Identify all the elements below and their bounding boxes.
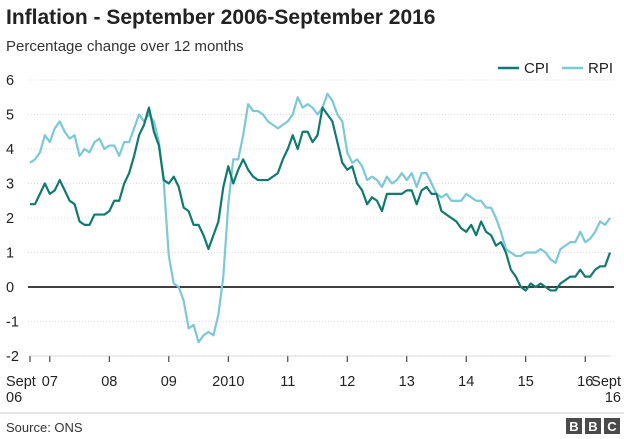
bbc-logo-letter-2: B [588, 419, 597, 434]
bbc-logo-letter-1: B [569, 419, 578, 434]
chart-subtitle: Percentage change over 12 months [6, 38, 244, 55]
y-tick-label: 0 [6, 280, 14, 296]
bbc-logo-box-2 [585, 418, 601, 434]
x-tick-label: 2010 [212, 374, 244, 390]
y-axis: -2 -1 0 1 2 3 4 5 6 [6, 73, 19, 365]
y-tick-label: 3 [6, 177, 14, 193]
x-tick-label: 08 [101, 374, 117, 390]
bbc-logo: B B C [566, 418, 620, 434]
series-line-cpi [30, 106, 612, 292]
y-tick-label: 1 [6, 246, 14, 262]
bbc-logo-box-3 [604, 418, 620, 434]
legend-label-rpi: RPI [588, 60, 613, 77]
chart-title: Inflation - September 2006-September 201… [6, 6, 436, 29]
x-tick-label: 07 [42, 374, 58, 390]
y-tick-label: 4 [6, 142, 14, 158]
x-tick-label: Sept [591, 374, 621, 390]
x-tick-label: 15 [518, 374, 534, 390]
x-tick-label: 13 [399, 374, 415, 390]
y-tick-label: 6 [6, 73, 14, 89]
x-tick-label: 11 [280, 374, 295, 390]
x-tick-label: 12 [339, 374, 355, 390]
source-note: Source: ONS [6, 420, 83, 435]
y-tick-label: -1 [6, 315, 19, 331]
y-tick-label: 5 [6, 108, 14, 124]
y-tick-label: 2 [6, 211, 14, 227]
x-tick-label-line2: 06 [6, 390, 22, 406]
legend-label-cpi: CPI [524, 60, 549, 77]
legend: CPI RPI [498, 60, 613, 77]
series-lines [29, 92, 612, 344]
series-line-rpi [29, 92, 611, 344]
x-tick-label: Sept [6, 374, 36, 390]
gridlines [28, 79, 614, 357]
x-tick-label: 14 [458, 374, 474, 390]
bbc-logo-letter-3: C [607, 419, 617, 434]
bbc-logo-box-1 [566, 418, 582, 434]
x-tick-label-line2: 16 [605, 390, 621, 406]
y-tick-label: -2 [6, 349, 19, 365]
x-tick-label: 16 [577, 374, 593, 390]
x-tick-label: 09 [161, 374, 177, 390]
